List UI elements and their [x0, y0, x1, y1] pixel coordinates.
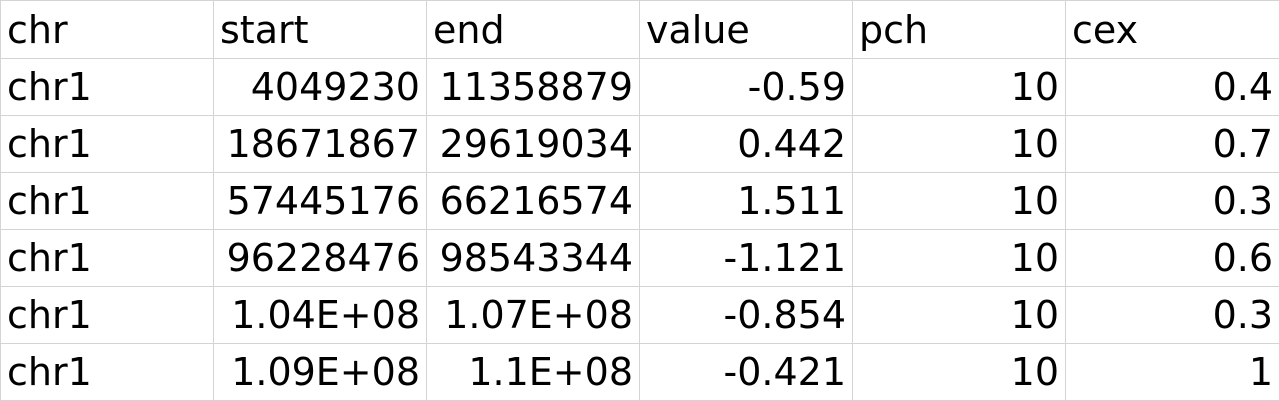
table-row: chr1 57445176 66216574 1.511 10 0.3: [1, 173, 1279, 230]
table-row: chr1 18671867 29619034 0.442 10 0.7: [1, 116, 1279, 173]
cell-end[interactable]: 1.1E+08: [427, 344, 640, 401]
cell-value[interactable]: -0.854: [640, 287, 853, 344]
cell-value[interactable]: -0.59: [640, 59, 853, 116]
header-cell-start[interactable]: start: [214, 1, 427, 59]
cell-end[interactable]: 11358879: [427, 59, 640, 116]
cell-value[interactable]: 1.511: [640, 173, 853, 230]
cell-pch[interactable]: 10: [853, 344, 1066, 401]
cell-pch[interactable]: 10: [853, 116, 1066, 173]
cell-cex[interactable]: 1: [1066, 344, 1279, 401]
cell-start[interactable]: 1.04E+08: [214, 287, 427, 344]
table-row: chr1 1.09E+08 1.1E+08 -0.421 10 1: [1, 344, 1279, 401]
table-row: chr1 4049230 11358879 -0.59 10 0.4: [1, 59, 1279, 116]
cell-value[interactable]: -0.421: [640, 344, 853, 401]
cell-chr[interactable]: chr1: [1, 287, 214, 344]
cell-chr[interactable]: chr1: [1, 173, 214, 230]
header-cell-end[interactable]: end: [427, 1, 640, 59]
table-row: chr1 96228476 98543344 -1.121 10 0.6: [1, 230, 1279, 287]
header-cell-cex[interactable]: cex: [1066, 1, 1279, 59]
cell-value[interactable]: -1.121: [640, 230, 853, 287]
cell-end[interactable]: 29619034: [427, 116, 640, 173]
cell-cex[interactable]: 0.3: [1066, 287, 1279, 344]
cell-chr[interactable]: chr1: [1, 116, 214, 173]
cell-start[interactable]: 4049230: [214, 59, 427, 116]
cell-pch[interactable]: 10: [853, 59, 1066, 116]
cell-cex[interactable]: 0.3: [1066, 173, 1279, 230]
cell-cex[interactable]: 0.6: [1066, 230, 1279, 287]
cell-pch[interactable]: 10: [853, 287, 1066, 344]
cell-start[interactable]: 57445176: [214, 173, 427, 230]
cell-end[interactable]: 98543344: [427, 230, 640, 287]
cell-pch[interactable]: 10: [853, 230, 1066, 287]
header-cell-pch[interactable]: pch: [853, 1, 1066, 59]
cell-start[interactable]: 18671867: [214, 116, 427, 173]
cell-pch[interactable]: 10: [853, 173, 1066, 230]
cell-end[interactable]: 1.07E+08: [427, 287, 640, 344]
header-cell-value[interactable]: value: [640, 1, 853, 59]
header-row: chr start end value pch cex: [1, 1, 1279, 59]
cell-start[interactable]: 96228476: [214, 230, 427, 287]
cell-value[interactable]: 0.442: [640, 116, 853, 173]
cell-start[interactable]: 1.09E+08: [214, 344, 427, 401]
cell-chr[interactable]: chr1: [1, 344, 214, 401]
header-cell-chr[interactable]: chr: [1, 1, 214, 59]
table-row: chr1 1.04E+08 1.07E+08 -0.854 10 0.3: [1, 287, 1279, 344]
cell-chr[interactable]: chr1: [1, 230, 214, 287]
cell-end[interactable]: 66216574: [427, 173, 640, 230]
cell-cex[interactable]: 0.7: [1066, 116, 1279, 173]
cell-cex[interactable]: 0.4: [1066, 59, 1279, 116]
cell-chr[interactable]: chr1: [1, 59, 214, 116]
